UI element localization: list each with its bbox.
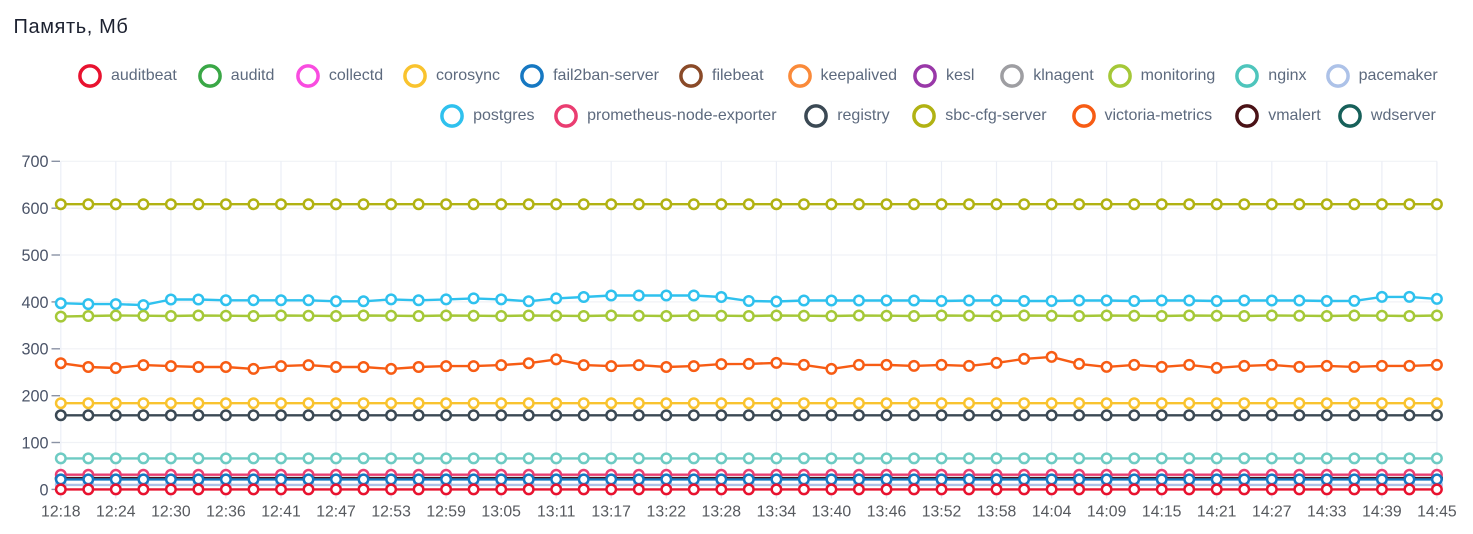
svg-text:13:11: 13:11 (537, 504, 576, 521)
svg-text:14:45: 14:45 (1417, 504, 1457, 521)
svg-text:12:53: 12:53 (371, 504, 411, 521)
svg-text:13:46: 13:46 (867, 504, 907, 521)
svg-text:600: 600 (21, 200, 48, 218)
svg-text:12:24: 12:24 (96, 504, 136, 521)
svg-text:700: 700 (21, 153, 48, 171)
svg-text:13:58: 13:58 (977, 504, 1017, 521)
svg-text:12:36: 12:36 (206, 504, 246, 521)
svg-text:14:09: 14:09 (1087, 504, 1127, 521)
svg-text:14:27: 14:27 (1252, 504, 1292, 521)
svg-text:100: 100 (21, 434, 48, 452)
svg-text:500: 500 (21, 247, 48, 265)
svg-text:0: 0 (39, 481, 48, 499)
svg-text:12:59: 12:59 (426, 504, 466, 521)
svg-text:13:34: 13:34 (757, 504, 797, 521)
svg-text:13:40: 13:40 (812, 504, 852, 521)
svg-text:13:22: 13:22 (647, 504, 687, 521)
svg-text:12:18: 12:18 (41, 504, 81, 521)
svg-text:300: 300 (21, 341, 48, 359)
svg-text:13:28: 13:28 (702, 504, 742, 521)
svg-text:14:39: 14:39 (1362, 504, 1402, 521)
svg-text:13:05: 13:05 (481, 504, 521, 521)
svg-text:14:21: 14:21 (1197, 504, 1237, 521)
svg-text:14:04: 14:04 (1032, 504, 1072, 521)
svg-text:14:33: 14:33 (1307, 504, 1347, 521)
svg-text:13:17: 13:17 (591, 504, 631, 521)
svg-text:12:47: 12:47 (316, 504, 356, 521)
svg-text:13:52: 13:52 (922, 504, 962, 521)
svg-text:14:15: 14:15 (1142, 504, 1182, 521)
svg-text:12:30: 12:30 (151, 504, 191, 521)
svg-text:12:41: 12:41 (261, 504, 301, 521)
svg-text:400: 400 (21, 294, 48, 312)
svg-text:200: 200 (21, 388, 48, 406)
